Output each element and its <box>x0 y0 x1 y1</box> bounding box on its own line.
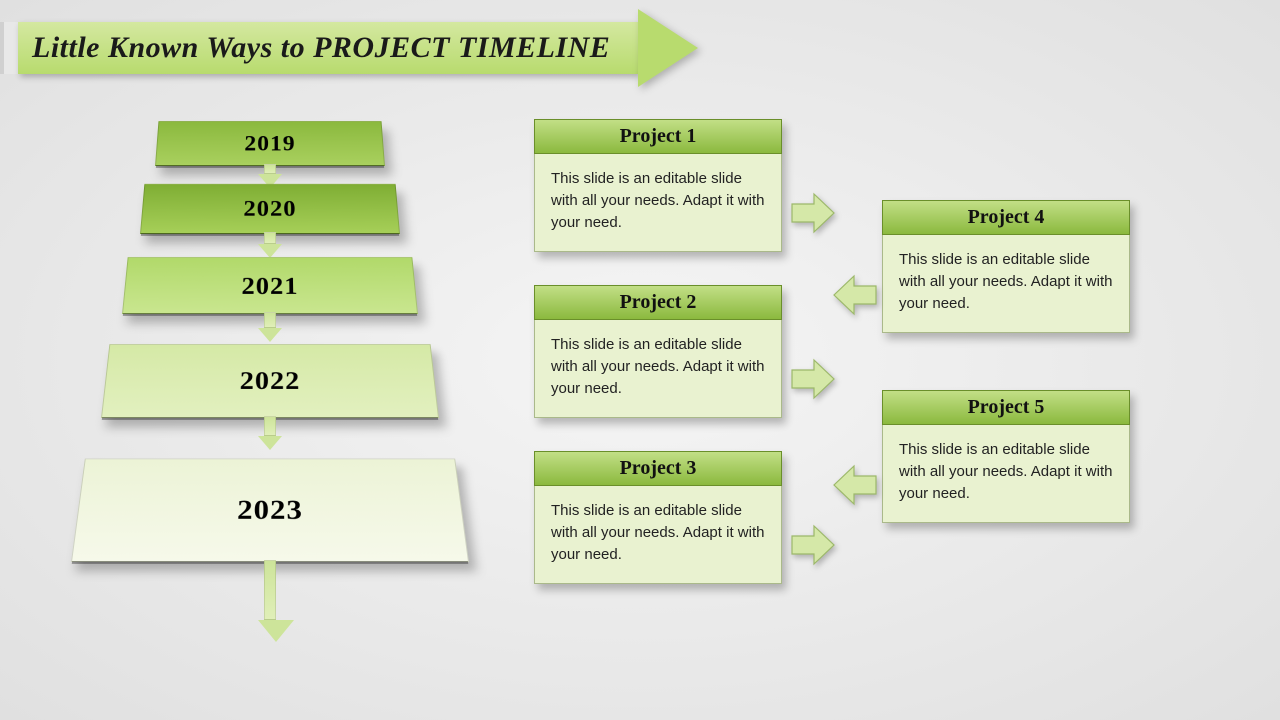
pyramid-tier-label: 2021 <box>122 257 418 314</box>
pyramid-tier: 2019 <box>270 116 500 166</box>
pyramid-tier-label: 2023 <box>71 458 469 562</box>
project-card: Project 5 This slide is an editable slid… <box>882 390 1130 523</box>
left-arrow-icon <box>832 462 878 508</box>
title-tail-decor <box>0 22 18 74</box>
project-card-body: This slide is an editable slide with all… <box>534 320 782 418</box>
project-card-body: This slide is an editable slide with all… <box>534 154 782 252</box>
pyramid-tier-label: 2020 <box>140 184 400 234</box>
project-card: Project 1 This slide is an editable slid… <box>534 119 782 252</box>
pyramid-tier-label: 2019 <box>155 121 385 166</box>
title-banner: Little Known Ways to PROJECT TIMELINE <box>0 22 638 74</box>
pyramid-tier-label: 2022 <box>101 344 439 418</box>
left-arrow-icon <box>832 272 878 318</box>
page-title: Little Known Ways to PROJECT TIMELINE <box>18 22 638 74</box>
right-arrow-icon <box>790 522 836 568</box>
down-arrow-icon <box>258 560 282 642</box>
pyramid-tier: 2020 <box>270 178 530 234</box>
project-card: Project 4 This slide is an editable slid… <box>882 200 1130 333</box>
project-card-title: Project 4 <box>882 200 1130 235</box>
project-card-body: This slide is an editable slide with all… <box>882 235 1130 333</box>
right-arrow-icon <box>790 190 836 236</box>
project-card-body: This slide is an editable slide with all… <box>882 425 1130 523</box>
project-card-title: Project 1 <box>534 119 782 154</box>
project-card: Project 3 This slide is an editable slid… <box>534 451 782 584</box>
project-card: Project 2 This slide is an editable slid… <box>534 285 782 418</box>
project-card-title: Project 2 <box>534 285 782 320</box>
right-arrow-icon <box>790 356 836 402</box>
project-card-title: Project 5 <box>882 390 1130 425</box>
project-card-body: This slide is an editable slide with all… <box>534 486 782 584</box>
year-pyramid: 2019 2020 2021 2022 2023 <box>60 116 480 676</box>
project-card-title: Project 3 <box>534 451 782 486</box>
pyramid-tier: 2021 <box>270 250 566 314</box>
